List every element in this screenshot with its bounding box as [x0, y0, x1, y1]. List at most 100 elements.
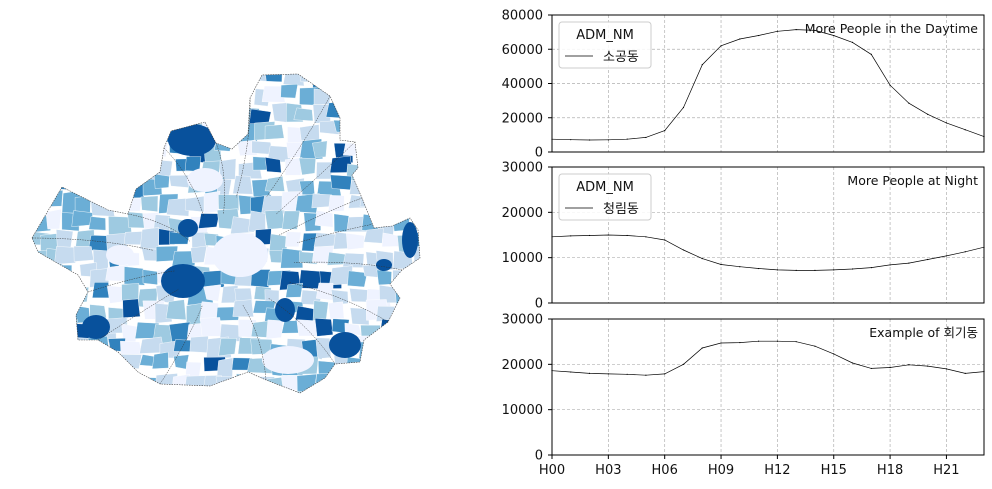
dong-cell-high: [168, 124, 216, 156]
data-point: [833, 353, 835, 355]
dong-cell: [411, 74, 420, 83]
dong-cell: [184, 100, 207, 117]
dong-cell: [232, 299, 254, 318]
legend-title: ADM_NM: [576, 180, 634, 195]
dong-cell: [413, 395, 429, 413]
dong-cell: [410, 322, 420, 341]
dong-cell: [55, 104, 77, 120]
dong-cell: [189, 335, 209, 353]
data-point: [645, 374, 647, 376]
x-tick-label: H09: [708, 463, 734, 478]
dong-cell: [358, 358, 382, 381]
district-border: [87, 270, 175, 293]
dong-cell: [311, 395, 331, 408]
dong-cell: [165, 299, 187, 321]
dong-cell: [221, 395, 243, 415]
dong-cell: [315, 282, 334, 301]
dong-cell: [153, 74, 178, 93]
dong-cell: [104, 377, 123, 393]
dong-cell-low: [187, 168, 223, 192]
dong-cell: [142, 269, 159, 285]
dong-cell: [73, 337, 90, 351]
dong-cell: [89, 74, 108, 89]
legend-label: 소공동: [603, 50, 639, 65]
dong-cell: [376, 269, 392, 286]
dong-cell: [76, 106, 99, 129]
dong-cell: [121, 283, 140, 302]
plot-frame: [551, 166, 985, 304]
dong-cell: [363, 74, 384, 87]
dong-cell: [166, 197, 190, 217]
dong-cell: [122, 197, 142, 212]
data-point: [851, 41, 854, 44]
dong-cell: [349, 177, 372, 195]
dong-cell: [63, 342, 85, 359]
legend-box: [558, 21, 652, 69]
dong-cell: [101, 192, 126, 207]
data-point: [833, 34, 835, 37]
dong-cell-high: [178, 219, 198, 237]
dong-cell: [46, 374, 68, 393]
dong-cell: [280, 83, 299, 99]
y-tick-label: 30000: [502, 161, 543, 176]
dong-cell: [106, 180, 124, 201]
dong-cell: [87, 124, 106, 143]
dong-cell: [390, 190, 415, 212]
y-tick-label: 10000: [502, 403, 543, 418]
y-tick-label: 40000: [502, 77, 543, 92]
dong-cell: [346, 82, 365, 103]
dong-cell: [284, 157, 303, 176]
dong-cell: [40, 266, 65, 288]
dong-cell: [45, 208, 62, 230]
dong-cell: [123, 266, 145, 286]
y-tick-label: 30000: [502, 313, 543, 328]
dong-cell: [334, 86, 351, 108]
dong-cell: [330, 174, 352, 191]
data-point: [870, 53, 872, 55]
dong-cell: [299, 391, 320, 393]
dong-cell: [60, 391, 76, 393]
dong-cell: [236, 91, 251, 106]
dong-cell-high: [161, 264, 205, 298]
data-point: [739, 266, 741, 268]
chart-annotation: More People at Night: [847, 173, 978, 188]
dong-cell: [408, 192, 420, 214]
dong-cell: [32, 334, 49, 351]
dong-cell: [298, 157, 316, 176]
dong-cell: [182, 390, 203, 393]
dong-cell: [407, 141, 420, 159]
dong-cell: [393, 303, 416, 319]
dong-cell: [73, 74, 93, 87]
dong-cell: [75, 124, 98, 148]
dong-cell: [359, 90, 378, 110]
dong-cell: [219, 126, 241, 140]
dong-cell-low: [262, 346, 314, 374]
dong-cell: [57, 319, 80, 339]
data-point: [607, 139, 609, 141]
dong-cell: [363, 228, 384, 244]
dong-cell: [135, 121, 153, 143]
dong-cell: [169, 394, 188, 411]
dong-cell: [394, 287, 412, 307]
dong-cell: [88, 160, 104, 181]
legend: ADM_NM 청림동: [558, 173, 652, 221]
population-line-charts: 0 20000 40000 60000 80000 More People in the …: [502, 9, 985, 478]
dong-cell: [60, 357, 79, 375]
dong-cell: [331, 289, 349, 306]
district-border: [276, 141, 356, 215]
dong-cell: [32, 267, 51, 282]
dong-cell: [32, 302, 50, 318]
dong-cell: [44, 189, 64, 207]
dong-cell: [183, 74, 206, 87]
dong-cell: [44, 83, 65, 100]
dong-cell: [41, 121, 66, 138]
data-point: [889, 84, 891, 86]
data-point: [645, 236, 647, 238]
x-tick-label: H21: [933, 463, 959, 478]
dong-cell: [362, 157, 384, 171]
dong-cell-high: [329, 332, 361, 358]
line-chart-1: 0 20000 40000 60000 80000 More People in the …: [502, 9, 985, 161]
dong-cell: [91, 391, 112, 393]
dong-cell: [122, 144, 142, 158]
